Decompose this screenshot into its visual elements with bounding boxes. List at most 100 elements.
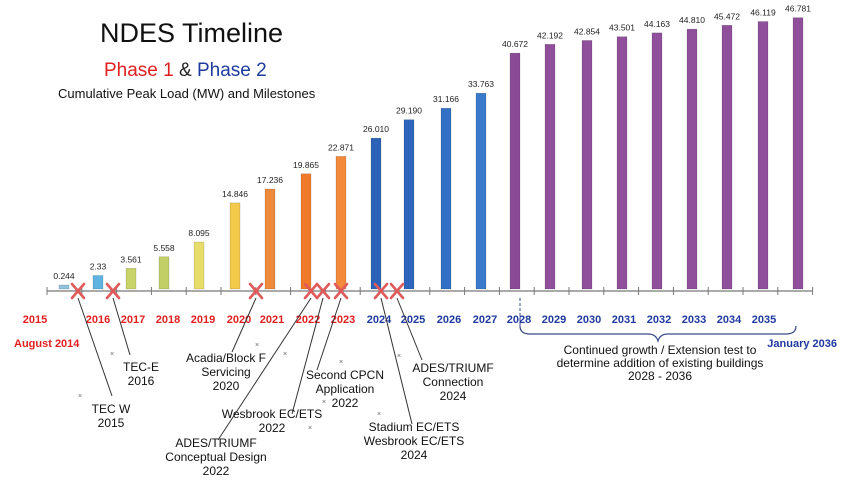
timeline-start-label: August 2014 bbox=[14, 338, 80, 350]
bar-value-label: 40.672 bbox=[502, 39, 528, 49]
bar bbox=[158, 256, 170, 290]
bar bbox=[581, 40, 593, 290]
bar-value-label: 43.501 bbox=[609, 23, 635, 33]
year-label: 2022 bbox=[296, 314, 320, 326]
minor-marker: × bbox=[377, 411, 381, 418]
milestone-leader-line bbox=[231, 297, 257, 353]
minor-marker: × bbox=[283, 351, 287, 358]
bar-value-label: 3.561 bbox=[120, 254, 142, 264]
minor-marker: × bbox=[322, 399, 326, 406]
bar bbox=[651, 32, 663, 290]
milestone-x-marker bbox=[315, 282, 331, 300]
minor-marker: × bbox=[339, 359, 343, 366]
chart-title: NDES Timeline bbox=[100, 18, 284, 48]
milestone-annotation: 2016 bbox=[128, 374, 155, 388]
year-label: 2030 bbox=[577, 314, 601, 326]
minor-marker: × bbox=[308, 425, 312, 432]
milestone-annotation: TEC-E bbox=[123, 360, 159, 374]
future-bracket bbox=[519, 325, 797, 344]
minor-marker: × bbox=[255, 342, 259, 349]
milestone-annotation: Conceptual Design bbox=[165, 450, 266, 464]
bar bbox=[686, 28, 698, 290]
bar-value-label: 46.119 bbox=[750, 8, 776, 18]
milestone-annotation: 2024 bbox=[440, 389, 467, 403]
milestone-x-marker bbox=[70, 282, 86, 300]
bar-value-label: 2.33 bbox=[90, 261, 107, 271]
bar-value-label: 29.190 bbox=[396, 106, 422, 116]
milestone-annotation: TEC W bbox=[92, 402, 131, 416]
bar bbox=[370, 137, 382, 290]
year-label: 2019 bbox=[191, 314, 215, 326]
milestone-annotation: 2020 bbox=[213, 379, 240, 393]
bar bbox=[792, 17, 804, 290]
milestone-x-marker bbox=[389, 282, 405, 300]
milestone-annotation: Acadia/Block F bbox=[186, 351, 266, 365]
year-label: 2017 bbox=[121, 314, 145, 326]
chart-caption: Cumulative Peak Load (MW) and Milestones bbox=[58, 86, 316, 101]
bar-value-label: 0.244 bbox=[53, 271, 75, 281]
milestone-annotation: 2022 bbox=[203, 464, 230, 478]
milestone-annotation: Stadium EC/ETS bbox=[369, 420, 460, 434]
year-label: 2021 bbox=[260, 314, 284, 326]
bar bbox=[616, 36, 628, 290]
milestone-annotation: Servicing bbox=[201, 365, 250, 379]
bar bbox=[721, 25, 733, 290]
bar-value-label: 14.846 bbox=[222, 189, 248, 199]
bar bbox=[440, 107, 452, 290]
year-label: 2027 bbox=[473, 314, 497, 326]
year-label: 2034 bbox=[717, 314, 742, 326]
bar-value-label: 42.192 bbox=[537, 30, 563, 40]
year-label: 2026 bbox=[437, 314, 461, 326]
year-label: 2033 bbox=[682, 314, 706, 326]
bar-value-label: 19.865 bbox=[293, 160, 319, 170]
milestone-x-marker bbox=[248, 282, 264, 300]
minor-marker: × bbox=[78, 393, 82, 400]
milestone-leader-line bbox=[112, 297, 131, 356]
bar-value-label: 44.163 bbox=[644, 19, 670, 29]
milestone-leader-line bbox=[291, 297, 324, 415]
bar bbox=[475, 92, 487, 290]
timeline-end-label: January 2036 bbox=[767, 338, 837, 350]
year-label: 2028 bbox=[507, 314, 531, 326]
year-label: 2016 bbox=[86, 314, 110, 326]
milestone-leader-line bbox=[316, 297, 342, 371]
milestone-annotation: Wesbrook EC/ETS bbox=[364, 434, 464, 448]
milestone-annotation: 2024 bbox=[401, 448, 428, 462]
bar bbox=[300, 173, 312, 290]
year-label: 2015 bbox=[23, 314, 47, 326]
milestone-annotation: Application bbox=[316, 382, 375, 396]
milestone-annotation: ADES/TRIUMF bbox=[175, 436, 256, 450]
minor-marker: × bbox=[110, 351, 114, 358]
bar bbox=[125, 268, 137, 290]
future-note-text: Continued growth / Extension test to bbox=[564, 343, 757, 357]
bar bbox=[264, 188, 276, 290]
bar bbox=[58, 284, 70, 290]
milestone-annotation: Wesbrook EC/ETS bbox=[222, 407, 322, 421]
bar-value-label: 44.810 bbox=[679, 15, 705, 25]
bar bbox=[509, 52, 521, 290]
bar-value-label: 26.010 bbox=[363, 124, 389, 134]
bar bbox=[229, 202, 241, 290]
bar-value-label: 42.854 bbox=[574, 26, 600, 36]
bar-value-label: 5.558 bbox=[153, 243, 175, 253]
bar bbox=[544, 44, 556, 290]
milestone-annotation: 2022 bbox=[259, 421, 286, 435]
year-label: 2035 bbox=[752, 314, 776, 326]
milestone-annotation: ADES/TRIUMF bbox=[412, 361, 493, 375]
phase1-label: Phase 1 bbox=[104, 60, 174, 81]
milestone-x-marker bbox=[105, 282, 121, 300]
bar bbox=[757, 21, 769, 290]
bar-value-label: 8.095 bbox=[188, 228, 210, 238]
milestone-annotation: 2022 bbox=[332, 396, 359, 410]
year-label: 2018 bbox=[156, 314, 180, 326]
phase-legend: Phase 1 & Phase 2 bbox=[104, 60, 267, 82]
milestone-leader-line bbox=[380, 297, 413, 425]
bar-value-label: 22.871 bbox=[328, 142, 354, 152]
year-label: 2032 bbox=[647, 314, 671, 326]
bar bbox=[403, 119, 415, 290]
milestone-x-marker bbox=[333, 282, 349, 300]
milestone-annotation: 2015 bbox=[98, 416, 125, 430]
year-label: 2031 bbox=[612, 314, 636, 326]
year-label: 2024 bbox=[367, 314, 392, 326]
